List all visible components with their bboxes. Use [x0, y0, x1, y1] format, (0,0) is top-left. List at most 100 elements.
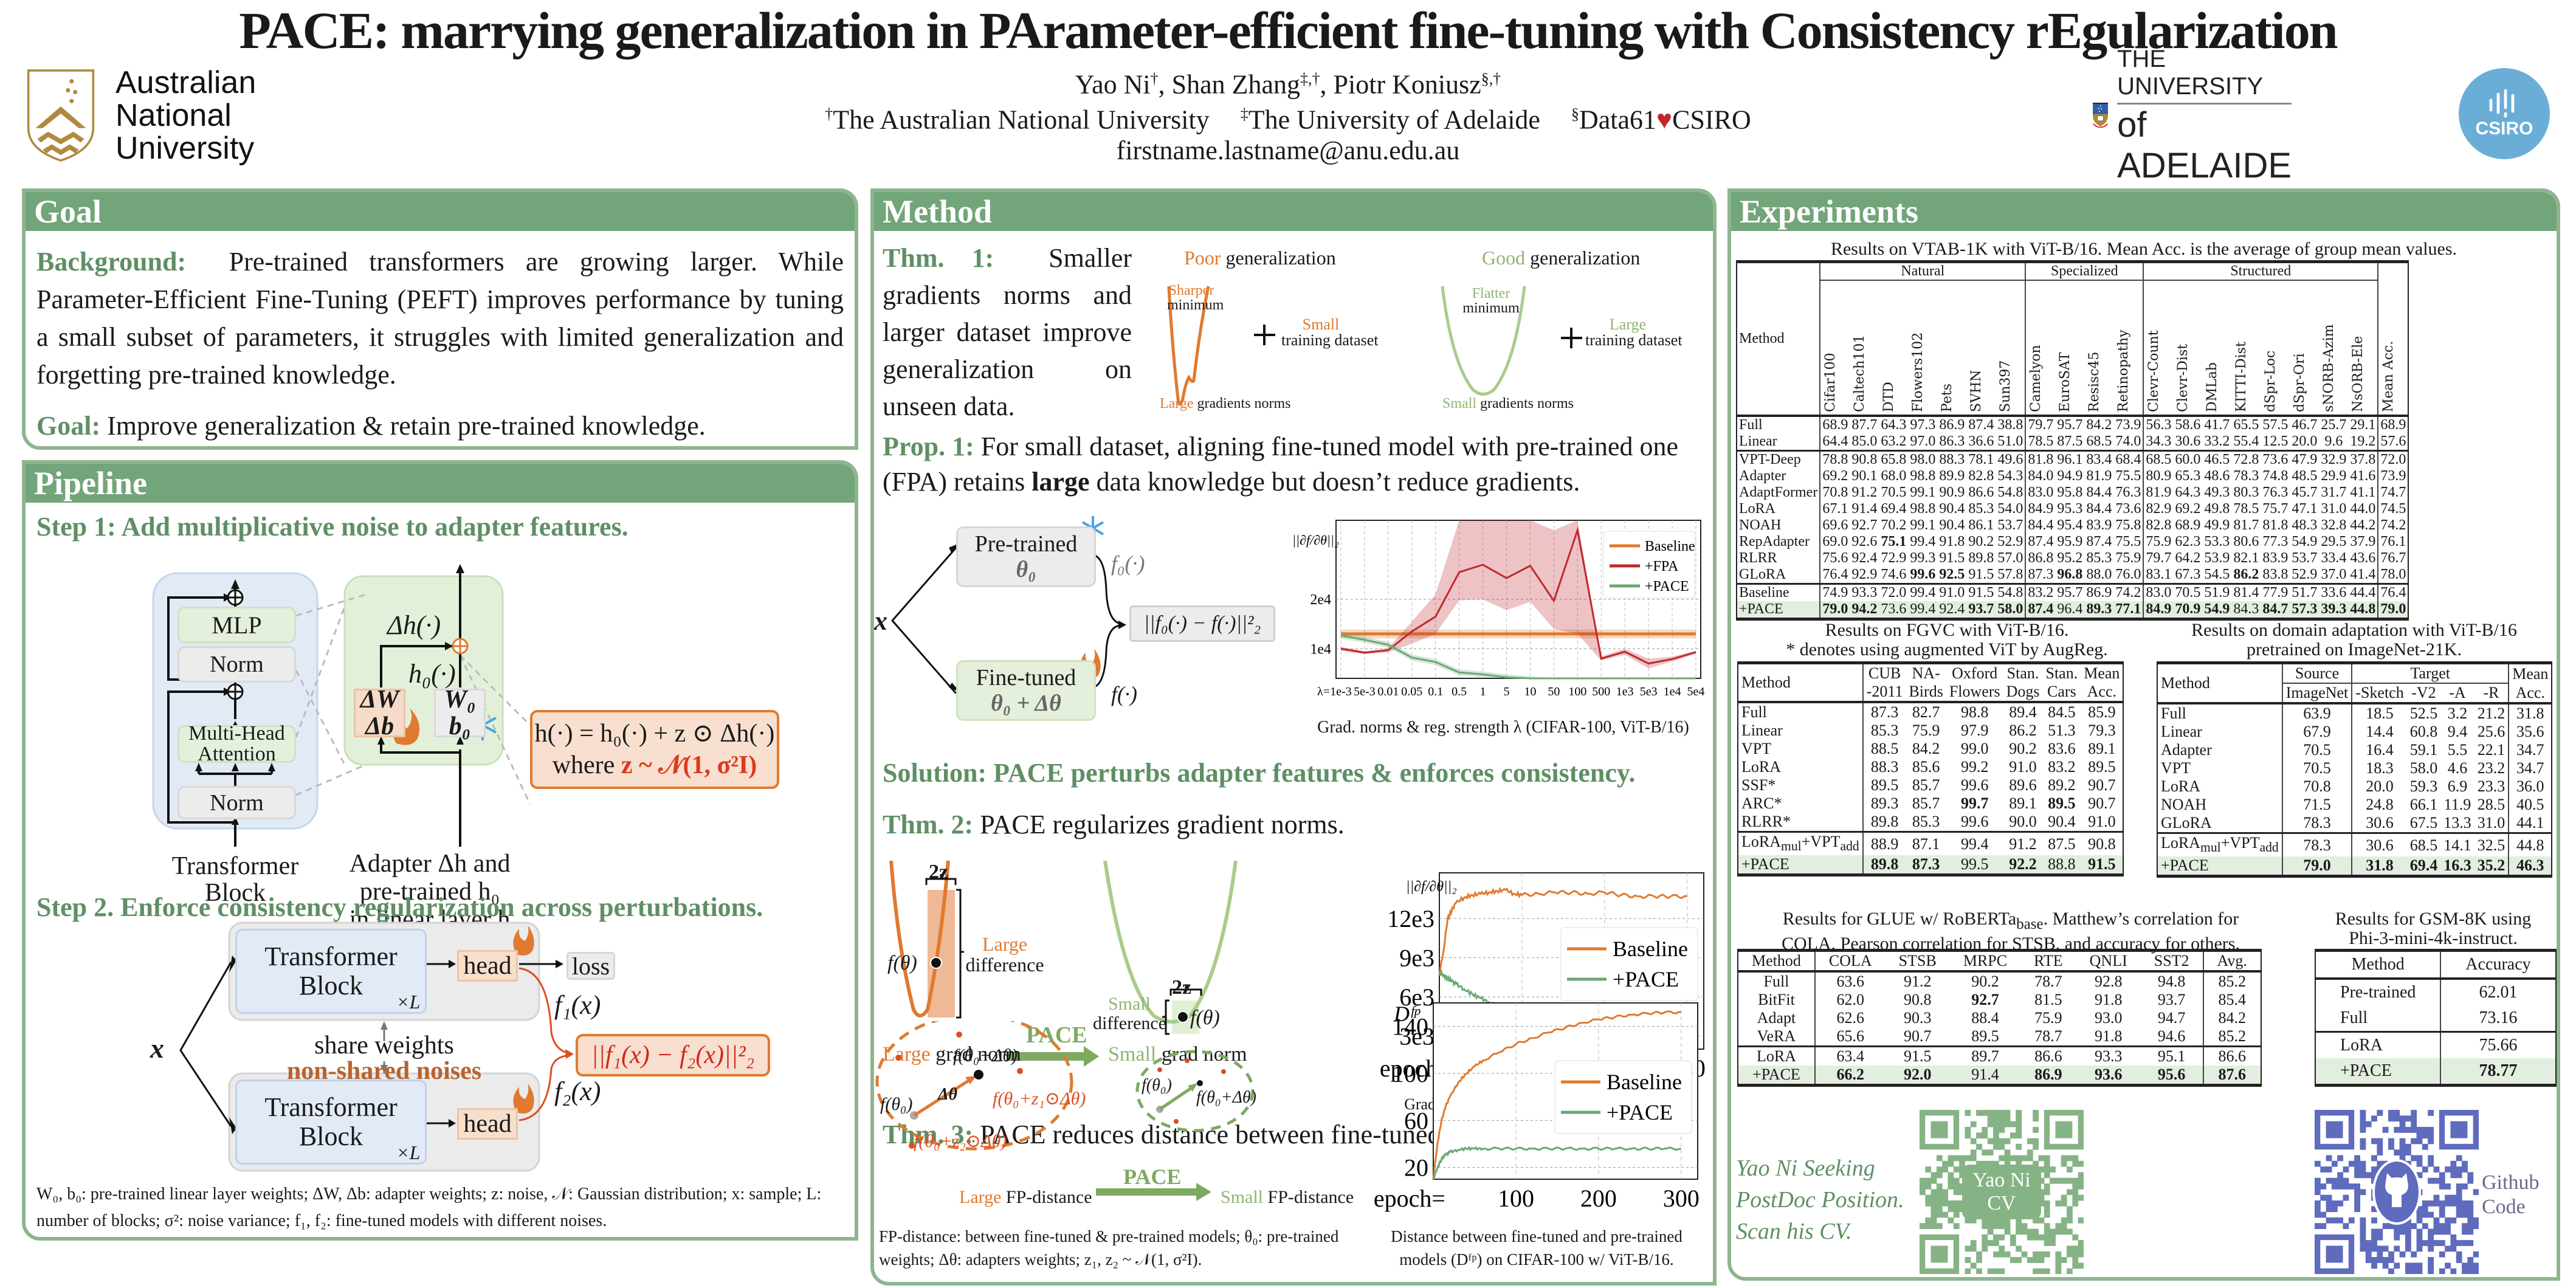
method-cell: +PACE	[1737, 601, 1820, 619]
value-cell: 91.2	[1904, 973, 1932, 990]
times-l-top: ×L	[396, 991, 421, 1013]
value-cell: 68.9	[1819, 416, 1850, 433]
method-cell: VPT-Deep	[1737, 450, 1820, 468]
qr-module	[2371, 1240, 2377, 1246]
value-cell: 31.0	[2321, 501, 2347, 517]
qr-module	[1925, 1194, 1932, 1201]
affiliation: The University of Adelaide	[1248, 105, 1540, 135]
value-cell: 60.0	[2173, 450, 2203, 468]
value-cell: 78.3	[2281, 832, 2352, 857]
github-line: Code	[2482, 1196, 2526, 1218]
col-header: CUB	[1862, 663, 1906, 683]
qr-module	[1982, 1149, 1988, 1155]
qr-module	[1999, 1217, 2005, 1224]
qr-module	[2416, 1245, 2423, 1252]
qr-module	[2377, 1138, 2383, 1145]
tb-line-1: Transformer	[264, 1092, 398, 1122]
value-cell: 54.8	[1996, 583, 2026, 601]
qr-module	[2411, 1223, 2417, 1230]
qr-module	[1920, 1189, 1926, 1196]
col-header: dSpr-Loc	[2261, 280, 2290, 416]
flame-icon	[513, 1083, 534, 1114]
qr-module	[2038, 1257, 2045, 1263]
value-cell: 86.6	[1968, 484, 1994, 500]
tb-line-2: Block	[298, 971, 363, 1000]
method-cell: NOAH	[1739, 517, 1782, 533]
github-qr-code[interactable]	[2315, 1110, 2479, 1275]
qr-module	[2399, 1138, 2406, 1145]
qr-module	[1987, 1240, 1994, 1246]
qr-module	[2004, 1149, 2011, 1155]
qr-module	[1999, 1223, 2005, 1230]
caption-line: Results for GLUE w/ RoBERTabase. Matthew…	[1737, 909, 2284, 934]
group-header-natural: Natural	[1819, 261, 2026, 281]
value-cell: 44.8	[2508, 832, 2552, 857]
qr-module	[2044, 1155, 2050, 1162]
glue-table: Method COLA STSB MRPC RTE QNLI SST2 Avg. Full 63.…	[1737, 949, 2262, 1087]
value-cell: 89.4	[2009, 703, 2037, 721]
qr-module	[1976, 1251, 1982, 1258]
qr-module	[2467, 1206, 2474, 1213]
qr-module	[2394, 1234, 2400, 1241]
qr-module	[2348, 1183, 2355, 1190]
qr-module	[2394, 1115, 2400, 1122]
value-cell: 83.9	[2086, 517, 2112, 533]
affiliation-suffix: CSIRO	[1672, 105, 1751, 135]
qr-module	[2445, 1245, 2451, 1252]
value-cell: 36.0	[2508, 777, 2552, 796]
qr-module	[2467, 1217, 2474, 1224]
value-cell: 53.7	[2292, 550, 2318, 566]
value-cell: 95.6	[2140, 1066, 2203, 1086]
y-tick-label: 12e3	[1387, 905, 1434, 932]
qr-module	[2072, 1160, 2079, 1167]
value-cell: 89.5	[2048, 794, 2076, 812]
value-cell: 32.9	[2319, 450, 2349, 468]
qr-module	[2354, 1189, 2360, 1196]
x-tick-label: 5e-3	[1354, 685, 1376, 698]
legend-label: +PACE	[1645, 579, 1689, 594]
qr-module	[1965, 1268, 1971, 1275]
col-header: SVHN	[1966, 280, 1996, 416]
qr-module	[2315, 1189, 2321, 1196]
f-z1-label: f(θ₀+z₁⊙Δθ)	[993, 1089, 1086, 1109]
value-cell: 52.9	[2292, 567, 2318, 582]
value-cell: 78.0	[2377, 567, 2409, 584]
value-cell: 96.4	[2055, 601, 2085, 619]
qr-module	[1936, 1166, 1943, 1173]
value-cell: 46.7	[2292, 417, 2318, 433]
author-mark: §,†	[1481, 70, 1501, 88]
cv-qr-code[interactable]: Yao Ni CV	[1920, 1110, 2084, 1275]
value-cell: 84.5	[2048, 703, 2076, 721]
value-cell: 44.0	[2350, 501, 2376, 517]
value-cell: 54.9	[2292, 534, 2318, 549]
value-cell: 48.5	[2292, 468, 2318, 484]
value-cell: 87.1	[1906, 831, 1946, 856]
qr-module	[2445, 1183, 2451, 1190]
qr-module	[2360, 1217, 2366, 1224]
table-row: GLoRA 78.3 30.6 67.5 13.3 31.0 44.1	[2157, 814, 2552, 833]
value-cell: 69.0	[1819, 534, 1850, 550]
value-cell: 53.7	[1997, 517, 2023, 533]
value-cell: 76.7	[2377, 550, 2409, 567]
qr-module	[2388, 1110, 2394, 1116]
method-cell: BitFit	[1758, 991, 1795, 1008]
value-cell: 91.5	[1885, 1045, 1950, 1066]
col-header-text: dSpr-Ori	[2292, 353, 2308, 412]
qr-module	[2365, 1245, 2372, 1252]
value-cell: 99.6	[1960, 813, 1989, 830]
qr-module	[1982, 1132, 1988, 1139]
qr-module	[2377, 1234, 2383, 1241]
qr-module	[1993, 1126, 1999, 1133]
qr-module	[2067, 1166, 2073, 1173]
value-cell: 76.4	[2377, 583, 2409, 601]
adelaide-line-1: THE UNIVERSITY	[2117, 46, 2292, 105]
value-cell: 70.8	[1819, 484, 1850, 501]
value-cell: 20.0	[2351, 777, 2407, 796]
series-line-pace	[1432, 1146, 1682, 1180]
value-cell: 30.6	[2351, 832, 2407, 857]
col-header: Caltech101	[1850, 280, 1879, 416]
experiments-panel: Experiments Results on VTAB-1K with ViT-…	[1727, 188, 2560, 1281]
value-cell: 87.4	[2025, 601, 2056, 619]
value-cell: 89.7	[1949, 1045, 2021, 1066]
qr-module	[2456, 1155, 2462, 1162]
